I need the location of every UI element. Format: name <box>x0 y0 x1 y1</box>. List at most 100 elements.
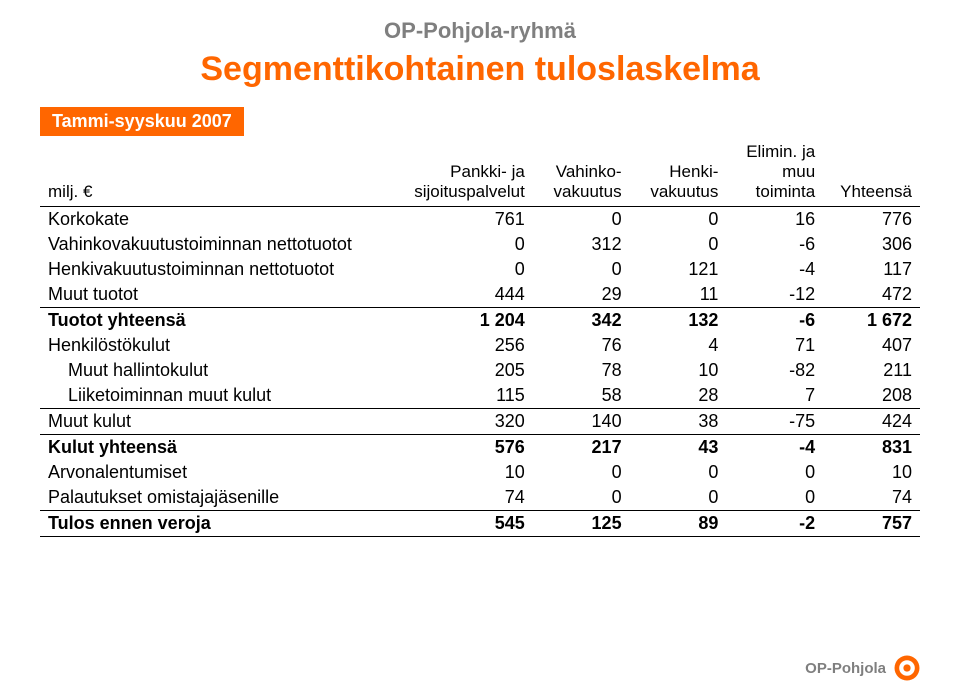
row-label: Tuotot yhteensä <box>40 308 392 334</box>
cell-value: 10 <box>392 460 533 485</box>
table-row: Arvonalentumiset1000010 <box>40 460 920 485</box>
page-title: Segmenttikohtainen tuloslaskelma <box>40 50 920 89</box>
period-tag-wrap: Tammi-syyskuu 2007 <box>40 107 920 140</box>
cell-value: 115 <box>392 383 533 409</box>
row-label: Liiketoiminnan muut kulut <box>40 383 392 409</box>
cell-value: -82 <box>726 358 823 383</box>
row-label: Muut kulut <box>40 409 392 435</box>
table-row: Korkokate7610016776 <box>40 207 920 233</box>
cell-value: 407 <box>823 333 920 358</box>
cell-value: 38 <box>630 409 727 435</box>
cell-value: -75 <box>726 409 823 435</box>
table-row: Tuotot yhteensä1 204342132-61 672 <box>40 308 920 334</box>
cell-value: 7 <box>726 383 823 409</box>
cell-value: 0 <box>726 460 823 485</box>
cell-value: 444 <box>392 282 533 308</box>
cell-value: -4 <box>726 435 823 461</box>
cell-value: 0 <box>533 485 630 511</box>
cell-value: 125 <box>533 511 630 537</box>
table-row: Henkivakuutustoiminnan nettotuotot00121-… <box>40 257 920 282</box>
row-label: Muut hallintokulut <box>40 358 392 383</box>
cell-value: 0 <box>630 485 727 511</box>
table-row: Muut tuotot4442911-12472 <box>40 282 920 308</box>
cell-value: -6 <box>726 232 823 257</box>
cell-value: 306 <box>823 232 920 257</box>
row-label: Henkivakuutustoiminnan nettotuotot <box>40 257 392 282</box>
col-banking: Pankki- ja sijoituspalvelut <box>392 140 533 207</box>
brand-logo-icon <box>894 655 920 681</box>
table-row: Muut kulut32014038-75424 <box>40 409 920 435</box>
cell-value: 10 <box>823 460 920 485</box>
cell-value: 11 <box>630 282 727 308</box>
cell-value: 121 <box>630 257 727 282</box>
cell-value: 29 <box>533 282 630 308</box>
org-header: OP-Pohjola-ryhmä <box>40 18 920 44</box>
cell-value: 0 <box>630 207 727 233</box>
table-row: Palautukset omistajajäsenille7400074 <box>40 485 920 511</box>
cell-value: 0 <box>726 485 823 511</box>
cell-value: 424 <box>823 409 920 435</box>
col-label: milj. € <box>40 140 392 207</box>
cell-value: 28 <box>630 383 727 409</box>
col-nonlife: Vahinko- vakuutus <box>533 140 630 207</box>
row-label: Arvonalentumiset <box>40 460 392 485</box>
cell-value: -4 <box>726 257 823 282</box>
cell-value: 1 672 <box>823 308 920 334</box>
cell-value: 208 <box>823 383 920 409</box>
cell-value: 217 <box>533 435 630 461</box>
cell-value: 211 <box>823 358 920 383</box>
row-label: Tulos ennen veroja <box>40 511 392 537</box>
cell-value: 1 204 <box>392 308 533 334</box>
cell-value: -6 <box>726 308 823 334</box>
cell-value: 831 <box>823 435 920 461</box>
table-header-row: milj. € Pankki- ja sijoituspalvelut Vahi… <box>40 140 920 207</box>
cell-value: 0 <box>533 257 630 282</box>
cell-value: 58 <box>533 383 630 409</box>
footer: OP-Pohjola <box>805 655 920 681</box>
cell-value: 74 <box>823 485 920 511</box>
cell-value: 312 <box>533 232 630 257</box>
period-tag: Tammi-syyskuu 2007 <box>40 107 244 136</box>
cell-value: 545 <box>392 511 533 537</box>
cell-value: 71 <box>726 333 823 358</box>
cell-value: 78 <box>533 358 630 383</box>
table-row: Tulos ennen veroja54512589-2757 <box>40 511 920 537</box>
cell-value: 117 <box>823 257 920 282</box>
footer-text: OP-Pohjola <box>805 660 886 677</box>
cell-value: 0 <box>533 207 630 233</box>
row-label: Korkokate <box>40 207 392 233</box>
cell-value: 472 <box>823 282 920 308</box>
cell-value: 89 <box>630 511 727 537</box>
col-elim: Elimin. ja muu toiminta <box>726 140 823 207</box>
table-row: Vahinkovakuutustoiminnan nettotuotot 0312… <box>40 232 920 257</box>
row-label: Muut tuotot <box>40 282 392 308</box>
cell-value: 76 <box>533 333 630 358</box>
table-row: Liiketoiminnan muut kulut11558287208 <box>40 383 920 409</box>
cell-value: 4 <box>630 333 727 358</box>
cell-value: 74 <box>392 485 533 511</box>
cell-value: -2 <box>726 511 823 537</box>
table-row: Henkilöstökulut25676471407 <box>40 333 920 358</box>
table-row: Muut hallintokulut2057810-82211 <box>40 358 920 383</box>
cell-value: 0 <box>630 460 727 485</box>
cell-value: 0 <box>392 257 533 282</box>
col-total: Yhteensä <box>823 140 920 207</box>
cell-value: 757 <box>823 511 920 537</box>
page: OP-Pohjola-ryhmä Segmenttikohtainen tulo… <box>0 0 960 537</box>
cell-value: 140 <box>533 409 630 435</box>
table-body: Korkokate7610016776Vahinkovakuutustoimin… <box>40 207 920 537</box>
col-life: Henki- vakuutus <box>630 140 727 207</box>
cell-value: 776 <box>823 207 920 233</box>
cell-value: 256 <box>392 333 533 358</box>
cell-value: 205 <box>392 358 533 383</box>
cell-value: 0 <box>630 232 727 257</box>
results-table: milj. € Pankki- ja sijoituspalvelut Vahi… <box>40 140 920 537</box>
row-label: Vahinkovakuutustoiminnan nettotuotot <box>40 232 392 257</box>
cell-value: 761 <box>392 207 533 233</box>
cell-value: 342 <box>533 308 630 334</box>
cell-value: 10 <box>630 358 727 383</box>
row-label: Henkilöstökulut <box>40 333 392 358</box>
cell-value: 0 <box>533 460 630 485</box>
cell-value: 132 <box>630 308 727 334</box>
cell-value: 16 <box>726 207 823 233</box>
